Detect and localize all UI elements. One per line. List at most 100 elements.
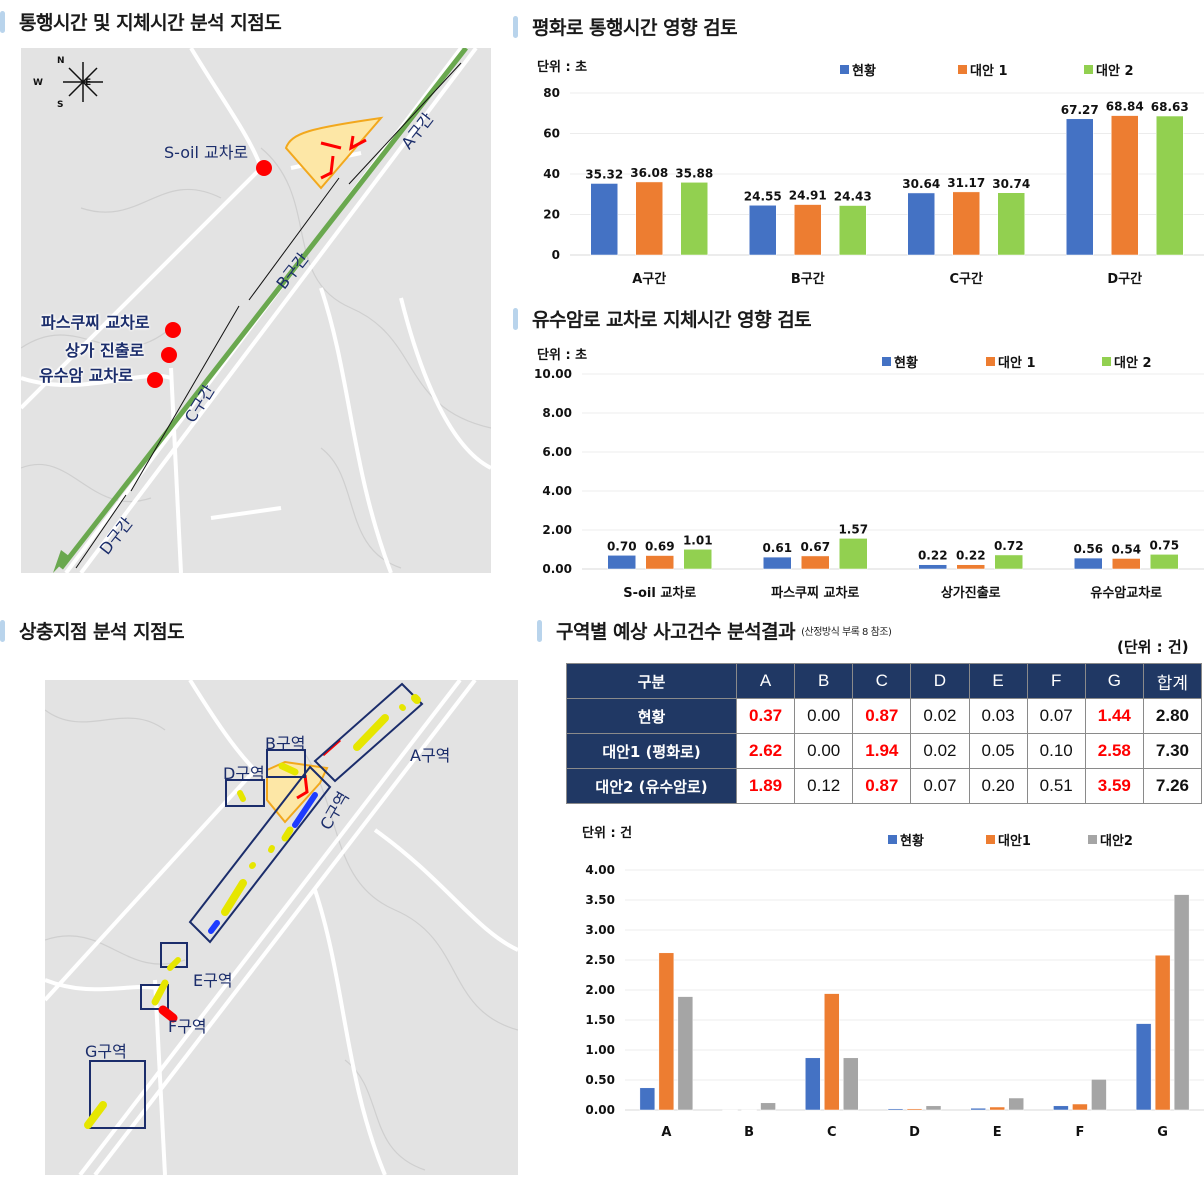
- compass-rose: [63, 62, 103, 102]
- map1-section-title: 통행시간 및 지체시간 분석 지점도: [0, 8, 282, 35]
- value-cell: 0.10: [1026, 733, 1086, 769]
- yusuam-intersection-marker[interactable]: [147, 372, 163, 388]
- data-label: 0.70: [607, 539, 637, 553]
- bar: [906, 1108, 923, 1111]
- zone-boxes: [89, 682, 424, 1129]
- title-accent-bar: [513, 15, 518, 38]
- shop-exit-marker[interactable]: [161, 347, 177, 363]
- bar: [956, 564, 985, 570]
- y-tick-label: 3.50: [585, 893, 615, 907]
- bar: [645, 555, 674, 570]
- s-oil-intersection-marker[interactable]: [256, 160, 272, 176]
- compass-w: W: [33, 78, 43, 88]
- y-tick-label: 0.00: [542, 562, 572, 576]
- total-cell: 7.26: [1142, 768, 1203, 804]
- data-label: 0.54: [1111, 542, 1141, 556]
- bar: [839, 205, 867, 256]
- bar: [1072, 1103, 1088, 1111]
- bar: [722, 1109, 738, 1111]
- row-header: 대안2 (유수암로): [566, 768, 737, 804]
- title-accent-bar: [537, 619, 542, 642]
- contour-lines: [45, 709, 518, 1171]
- travel-time-map[interactable]: N S W E S-oil 교차로 파스쿠찌 교차로 상가 진출로 유수암 교차…: [21, 48, 491, 573]
- value-cell: 1.94: [852, 733, 912, 769]
- column-header: F: [1026, 663, 1086, 699]
- value-cell: 1.44: [1084, 698, 1144, 734]
- map2-drawing: [45, 680, 518, 1175]
- pascucci-intersection-marker[interactable]: [165, 322, 181, 338]
- bar: [970, 1107, 986, 1111]
- data-label: 35.88: [675, 166, 713, 180]
- y-tick-label: 0.50: [585, 1073, 615, 1087]
- bar: [590, 183, 618, 256]
- data-label: 24.43: [834, 190, 872, 204]
- bar: [607, 555, 636, 570]
- value-cell: 0.00: [794, 698, 854, 734]
- y-tick-label: 8.00: [542, 406, 572, 420]
- column-header: E: [968, 663, 1028, 699]
- table-header-row: 구분 A B C D E F G 합계: [566, 663, 1203, 699]
- value-cell: 0.07: [1026, 698, 1086, 734]
- map1-drawing: [21, 48, 491, 573]
- title-accent-bar: [0, 10, 5, 33]
- row-header: 현황: [566, 698, 737, 734]
- improvement-area: [284, 116, 384, 190]
- label-yusuam-intersection: 유수암 교차로: [39, 366, 133, 385]
- x-category-label: A구간: [632, 271, 666, 287]
- y-tick-label: 2.50: [585, 953, 615, 967]
- value-cell: 0.20: [968, 768, 1028, 804]
- data-label: 30.64: [902, 177, 940, 191]
- column-header: B: [794, 663, 854, 699]
- segment-dimension-lines: [75, 62, 462, 569]
- bar: [843, 1057, 859, 1111]
- value-cell: 0.02: [910, 698, 970, 734]
- value-cell: 0.87: [852, 698, 912, 734]
- bar: [749, 205, 777, 256]
- y-tick-label: 3.00: [585, 923, 615, 937]
- legend-swatch-orange: [986, 357, 995, 366]
- data-label: 1.01: [683, 533, 713, 547]
- x-category-label: 유수암교차로: [1090, 585, 1162, 601]
- value-cell: 2.58: [1084, 733, 1144, 769]
- y-tick-label: 2.00: [542, 523, 572, 537]
- column-header: G: [1084, 663, 1144, 699]
- total-cell: 2.80: [1142, 698, 1203, 734]
- data-label: 36.08: [630, 166, 668, 180]
- legend-item-current: 현황: [888, 830, 924, 849]
- chart2-section-title: 유수암로 교차로 지체시간 영향 검토: [513, 305, 812, 332]
- bar: [1111, 115, 1139, 256]
- data-label: 0.22: [956, 549, 986, 563]
- data-label: 0.56: [1073, 542, 1103, 556]
- conflict-point-map[interactable]: A구역 B구역 C구역 D구역 E구역 F구역 G구역: [45, 680, 518, 1175]
- y-tick-label: 1.50: [585, 1013, 615, 1027]
- compass-n: N: [57, 56, 65, 66]
- data-label: 30.74: [992, 177, 1030, 191]
- row-header: 대안1 (평화로): [566, 733, 737, 769]
- bar: [677, 996, 694, 1111]
- bar: [805, 1057, 821, 1111]
- value-cell: 0.87: [852, 768, 912, 804]
- value-cell: 3.59: [1084, 768, 1144, 804]
- y-tick-label: 1.00: [585, 1043, 615, 1057]
- legend-item-alt2: 대안 2: [1084, 60, 1134, 79]
- bar: [1154, 954, 1171, 1111]
- data-label: 24.55: [744, 189, 782, 203]
- value-cell: 0.05: [968, 733, 1028, 769]
- data-label: 68.63: [1151, 100, 1189, 114]
- bar: [680, 182, 708, 256]
- accident-count-table: 구분 A B C D E F G 합계 현황 0.37 0.00 0.87 0.02 0.03 0.07 1.…: [566, 663, 1203, 804]
- roads: [45, 680, 518, 1175]
- legend-item-alt1: 대안1: [986, 830, 1031, 849]
- bar: [1173, 894, 1190, 1111]
- zone-f-box: [140, 984, 169, 1010]
- total-cell: 7.30: [1142, 733, 1203, 769]
- zone-d-box: [225, 779, 265, 807]
- bar: [1091, 1079, 1107, 1111]
- legend-swatch-blue: [840, 65, 849, 74]
- compass-s: S: [57, 100, 64, 110]
- legend-swatch-green: [1084, 65, 1093, 74]
- value-cell: 0.12: [794, 768, 854, 804]
- label-s-oil-intersection: S-oil 교차로: [164, 143, 249, 162]
- zone-c-box: [188, 765, 332, 944]
- data-label: 31.17: [947, 176, 985, 190]
